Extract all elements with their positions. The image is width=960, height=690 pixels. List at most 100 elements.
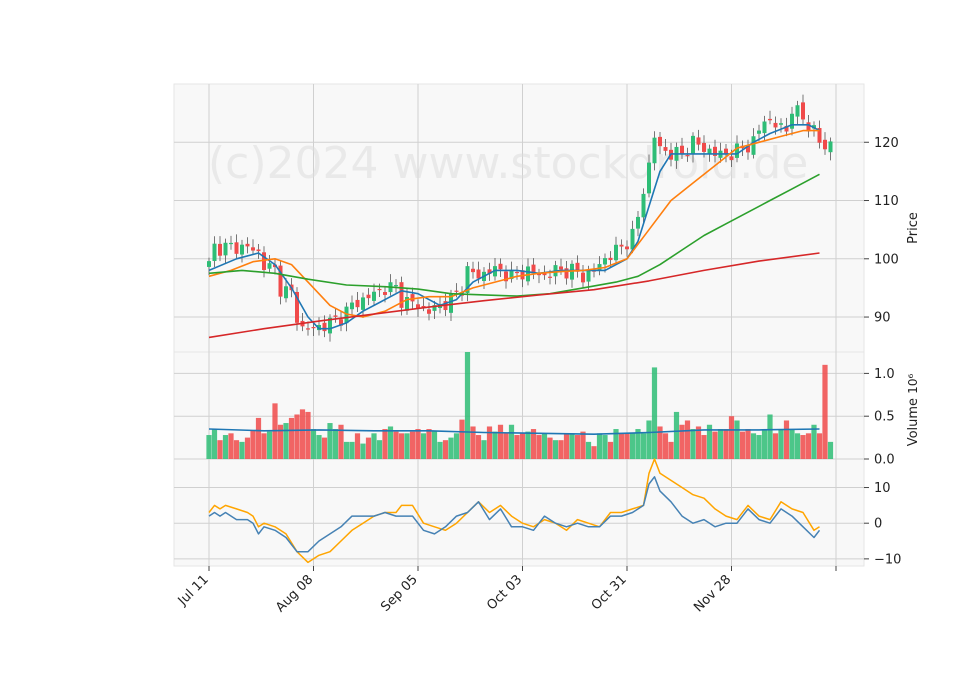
candle-body	[641, 193, 646, 218]
price-y-tick-label: 110	[874, 194, 899, 209]
volume-bar	[541, 433, 548, 459]
volume-bar	[706, 424, 713, 459]
volume-bar	[629, 433, 636, 459]
volume-bar	[332, 429, 339, 459]
candle-body	[619, 244, 624, 247]
candle-body	[559, 266, 563, 270]
volume-bar	[690, 429, 696, 459]
volume-bar	[827, 441, 834, 459]
candle-body	[658, 136, 662, 147]
candle-body	[625, 246, 629, 250]
candle-body	[828, 141, 833, 153]
volume-bar	[294, 414, 300, 459]
candle-body	[504, 271, 508, 282]
candle-body	[531, 264, 536, 272]
x-tick-label: Aug 08	[273, 572, 316, 615]
candle-body	[564, 268, 569, 279]
volume-bar	[552, 440, 559, 459]
ma-line-ma50	[208, 173, 820, 297]
watermark-text: (c)2024 www.stockdroid.de	[208, 138, 808, 189]
volume-bar	[662, 433, 669, 459]
candle-body	[284, 286, 288, 299]
candle-body	[515, 271, 519, 274]
x-tick-label: Oct 31	[589, 572, 630, 613]
volume-bar	[750, 433, 757, 459]
candle-body	[652, 137, 657, 164]
volume-bar	[585, 441, 592, 459]
candle-body	[240, 244, 244, 255]
volume-bar	[431, 430, 438, 459]
volume-bar	[734, 420, 740, 459]
candle-body	[399, 282, 404, 308]
volume-bar	[316, 435, 322, 459]
volume-bar	[684, 420, 691, 459]
volume-bar	[343, 441, 350, 459]
volume-bar	[794, 433, 801, 459]
volume-bar	[233, 440, 240, 459]
x-tick-label: Nov 28	[691, 572, 734, 615]
candle-body	[779, 123, 783, 125]
candle-body	[262, 252, 266, 271]
volume-bar	[327, 423, 333, 459]
candle-body	[586, 269, 591, 282]
ma-line-ma200	[208, 252, 820, 339]
volume-bar	[277, 424, 284, 459]
volume-bar	[437, 441, 443, 459]
volume-bar	[789, 429, 795, 459]
volume-bar	[640, 433, 647, 459]
volume-bar	[497, 424, 504, 459]
volume-bar	[470, 426, 476, 459]
volume-bar	[712, 431, 718, 459]
volume-axis-label: Volume	[906, 394, 921, 446]
candle-body	[548, 276, 552, 278]
volume-bar	[503, 433, 509, 459]
volume-bar	[415, 429, 421, 459]
volume-axis-exponent: 10⁶	[906, 374, 920, 394]
volume-bar	[602, 435, 608, 459]
volume-bar	[822, 364, 828, 459]
candle-body	[685, 155, 690, 157]
volume-bar	[701, 435, 707, 459]
volume-bar	[228, 433, 234, 459]
volume-bar	[222, 435, 229, 459]
volume-bar	[453, 433, 460, 459]
candle-body	[361, 297, 365, 310]
candle-body	[773, 122, 778, 128]
volume-bar	[508, 424, 515, 459]
candle-body	[245, 243, 250, 247]
candle-body	[427, 309, 431, 314]
volume-bar	[266, 431, 273, 459]
candle-body	[355, 299, 360, 308]
x-tick-label: Jul 11	[175, 572, 212, 609]
candle-body	[757, 130, 761, 134]
volume-bar	[668, 441, 674, 459]
oscillator-line-osc-fast	[208, 458, 820, 564]
candle-body	[416, 304, 420, 309]
candle-body	[680, 145, 684, 154]
candle-body	[267, 263, 272, 269]
volume-bar	[772, 433, 779, 459]
candle-body	[537, 273, 541, 276]
volume-bar	[580, 431, 586, 459]
candle-body	[817, 128, 822, 143]
candle-body	[394, 285, 398, 287]
volume-bar	[299, 409, 306, 459]
volume-average-line	[208, 428, 820, 435]
volume-bar	[651, 367, 658, 459]
volume-bar	[283, 423, 289, 459]
volume-bar	[673, 411, 680, 459]
candle-body	[542, 273, 547, 276]
volume-bar	[745, 429, 751, 459]
candle-body	[581, 272, 585, 283]
candle-body	[372, 291, 376, 301]
volume-bar	[800, 435, 806, 459]
volume-y-tick-label: 0.5	[874, 410, 895, 425]
volume-bar	[783, 420, 790, 459]
candle-body	[278, 265, 283, 297]
volume-axis-title: Volume 10⁶	[906, 374, 921, 447]
volume-bar	[778, 429, 784, 459]
oscillator-panel-bg	[173, 458, 865, 567]
volume-bar	[563, 433, 570, 459]
volume-bar	[409, 431, 416, 459]
